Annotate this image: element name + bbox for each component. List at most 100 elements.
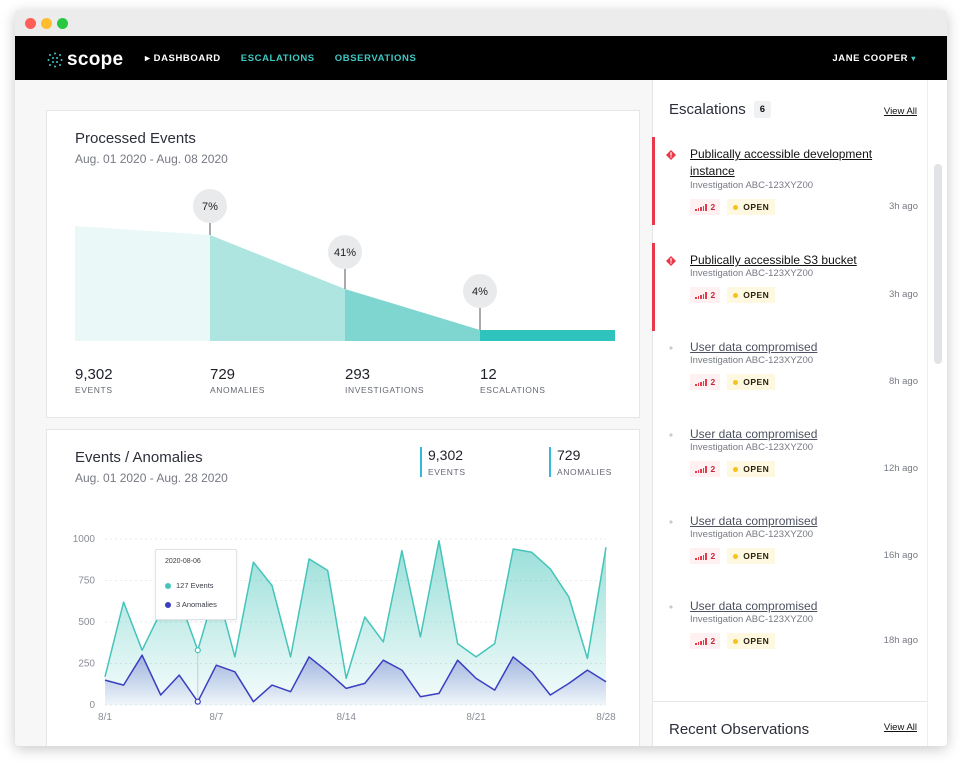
- main-nav: ▸ DASHBOARD ESCALATIONS OBSERVATIONS: [145, 53, 416, 64]
- status-label: OPEN: [743, 636, 770, 646]
- escalation-title-link[interactable]: User data compromised: [690, 427, 818, 441]
- funnel-chart: 7% 41% 4%: [75, 189, 615, 341]
- escalation-item[interactable]: User data compromised Investigation ABC-1…: [653, 513, 928, 600]
- card-date-range: Aug. 01 2020 - Aug. 08 2020: [75, 152, 228, 166]
- tooltip-events-row: 127 Events: [165, 581, 214, 590]
- nav-escalations[interactable]: ESCALATIONS: [240, 53, 315, 64]
- escalation-title-link[interactable]: Publically accessible development instan…: [690, 147, 873, 178]
- zoom-window-button[interactable]: [57, 18, 68, 29]
- signal-bars-icon: [695, 291, 707, 299]
- stat-label: INVESTIGATIONS: [345, 385, 425, 395]
- conversion-badge-2: 41%: [328, 235, 362, 289]
- status-badge: OPEN: [727, 461, 776, 477]
- escalation-time: 12h ago: [883, 463, 918, 474]
- hover-point-events: [194, 647, 201, 654]
- escalation-title-link[interactable]: Publically accessible S3 bucket: [690, 253, 857, 267]
- observations-view-all-link[interactable]: View All: [883, 722, 917, 733]
- card-title: Processed Events: [75, 130, 196, 147]
- stat-label: ESCALATIONS: [480, 385, 546, 395]
- stat-value: 293: [345, 366, 371, 383]
- y-tick-label: 0: [89, 700, 95, 711]
- status-dot-icon: [733, 553, 739, 559]
- escalations-header: Escalations 6: [669, 101, 772, 118]
- severity-level: 2: [710, 377, 716, 387]
- conversion-badge-label: 4%: [472, 286, 488, 298]
- severity-level: 2: [710, 202, 716, 212]
- escalation-time: 18h ago: [883, 635, 918, 646]
- x-tick-label: 8/14: [336, 712, 356, 723]
- escalation-item[interactable]: User data compromised Investigation ABC-1…: [653, 339, 928, 426]
- funnel-stage-escalations: [480, 330, 615, 341]
- status-dot-icon: [733, 204, 739, 210]
- signal-bars-icon: [695, 552, 707, 560]
- alert-diamond-icon: [666, 256, 676, 266]
- severity-badge: 2: [690, 461, 721, 477]
- escalation-investigation: Investigation ABC-123XYZ00: [690, 355, 814, 366]
- neutral-diamond-icon: [669, 433, 673, 437]
- nav-observations[interactable]: OBSERVATIONS: [334, 53, 417, 64]
- status-label: OPEN: [743, 202, 770, 212]
- severity-badge: 2: [690, 548, 721, 564]
- escalations-sidebar: Escalations 6 View All Publically access…: [652, 80, 928, 746]
- escalation-item[interactable]: Publically accessible S3 bucket Investiga…: [652, 243, 928, 339]
- escalation-item[interactable]: Publically accessible development instan…: [652, 137, 928, 233]
- escalation-badges: 2 OPEN: [690, 199, 776, 215]
- escalation-badges: 2 OPEN: [690, 633, 776, 649]
- tooltip-events: 127 Events: [176, 581, 214, 590]
- y-tick-label: 1000: [73, 534, 96, 545]
- minimize-window-button[interactable]: [41, 18, 52, 29]
- status-label: OPEN: [743, 551, 770, 561]
- kpi-value: 729: [557, 447, 581, 463]
- escalation-title-link[interactable]: User data compromised: [690, 599, 818, 613]
- conversion-badge-3: 4%: [463, 274, 497, 330]
- escalation-investigation: Investigation ABC-123XYZ00: [690, 442, 814, 453]
- stat-label: ANOMALIES: [210, 385, 265, 395]
- escalation-badges: 2 OPEN: [690, 287, 776, 303]
- kpi-events: 9,302 EVENTS: [420, 447, 466, 477]
- top-navbar: scope ▸ DASHBOARD ESCALATIONS OBSERVATIO…: [15, 36, 947, 80]
- severity-badge: 2: [690, 633, 721, 649]
- signal-bars-icon: [695, 637, 707, 645]
- funnel-stage-anomalies: [210, 235, 345, 341]
- severity-level: 2: [710, 636, 716, 646]
- y-tick-label: 750: [78, 576, 95, 587]
- escalation-investigation: Investigation ABC-123XYZ00: [690, 614, 814, 625]
- events-anomalies-chart[interactable]: 0 250 500 750 1000 8/1 8/7 8/14 8/21 8/28: [47, 430, 641, 746]
- escalation-time: 16h ago: [883, 550, 918, 561]
- escalation-investigation: Investigation ABC-123XYZ00: [690, 529, 814, 540]
- processed-events-card: Processed Events Aug. 01 2020 - Aug. 08 …: [46, 110, 640, 418]
- funnel-stage-investigations: [345, 289, 480, 341]
- escalation-title-link[interactable]: User data compromised: [690, 340, 818, 354]
- escalation-time: 8h ago: [888, 376, 918, 387]
- logo-dots-icon: [47, 52, 63, 68]
- escalation-title-link[interactable]: User data compromised: [690, 514, 818, 528]
- close-window-button[interactable]: [25, 18, 36, 29]
- escalation-badges: 2 OPEN: [690, 374, 776, 390]
- user-menu[interactable]: JANE COOPER ▾: [832, 53, 916, 64]
- kpi-label: ANOMALIES: [557, 467, 612, 477]
- scope-logo[interactable]: scope: [46, 49, 123, 71]
- status-badge: OPEN: [727, 287, 776, 303]
- escalation-item[interactable]: User data compromised Investigation ABC-1…: [653, 598, 928, 685]
- escalation-time: 3h ago: [888, 289, 918, 300]
- logo-text: scope: [67, 49, 124, 70]
- escalation-investigation: Investigation ABC-123XYZ00: [690, 268, 814, 279]
- scrollbar-thumb[interactable]: [934, 164, 942, 364]
- escalations-view-all-link[interactable]: View All: [883, 106, 917, 117]
- escalation-item[interactable]: User data compromised Investigation ABC-1…: [653, 426, 928, 513]
- escalation-investigation: Investigation ABC-123XYZ00: [690, 180, 814, 191]
- escalation-badges: 2 OPEN: [690, 548, 776, 564]
- conversion-badge-1: 7%: [193, 189, 227, 235]
- kpi-label: EVENTS: [428, 467, 466, 477]
- window-titlebar: [15, 10, 947, 36]
- signal-bars-icon: [695, 203, 707, 211]
- status-badge: OPEN: [727, 374, 776, 390]
- status-dot-icon: [733, 466, 739, 472]
- nav-dashboard[interactable]: ▸ DASHBOARD: [145, 53, 221, 64]
- sidebar-scrollbar[interactable]: [927, 80, 947, 746]
- severity-badge: 2: [690, 287, 721, 303]
- user-name: JANE COOPER: [832, 53, 909, 64]
- status-badge: OPEN: [727, 633, 776, 649]
- stat-label: EVENTS: [75, 385, 113, 395]
- x-tick-label: 8/21: [466, 712, 486, 723]
